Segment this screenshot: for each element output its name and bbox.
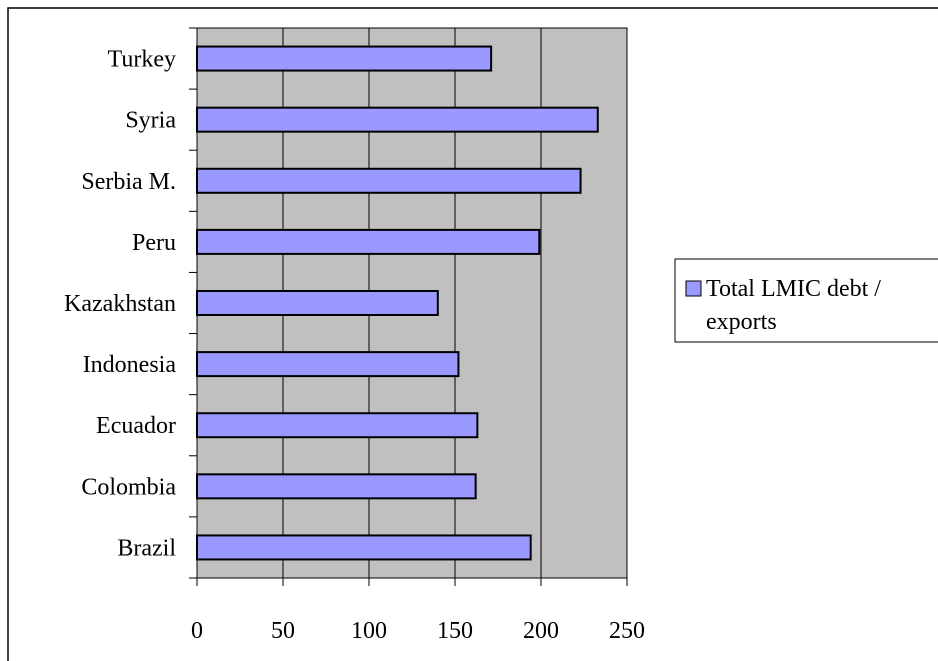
x-tick-label: 100	[351, 618, 387, 644]
category-label: Colombia	[81, 474, 176, 500]
bar-turkey	[196, 45, 493, 72]
x-tick-label: 200	[523, 618, 559, 644]
category-label: Syria	[125, 108, 176, 134]
bar-syria	[196, 106, 599, 133]
bar-kazakhstan	[196, 290, 439, 316]
x-tick-label: 0	[191, 618, 203, 644]
bar-indonesia	[196, 351, 460, 378]
axes	[189, 27, 628, 586]
bar-serbia-m	[196, 167, 582, 194]
x-tick-labels: 0 50 100 150 200 250	[191, 618, 645, 644]
category-label: Serbia M.	[81, 169, 176, 195]
legend: Total LMIC debt / exports	[674, 258, 938, 343]
category-labels: Turkey Syria Serbia M. Peru Kazakhstan Indone…	[64, 47, 176, 562]
category-label: Kazakhstan	[64, 291, 176, 317]
bar-peru	[196, 228, 541, 255]
category-label: Indonesia	[83, 352, 177, 378]
bars	[196, 45, 599, 561]
legend-box	[674, 258, 938, 343]
bar-ecuador	[196, 412, 479, 439]
bar-colombia	[196, 473, 477, 500]
x-tick-label: 150	[437, 618, 473, 644]
category-label: Peru	[132, 230, 176, 256]
x-tick-label: 50	[271, 618, 295, 644]
category-label: Brazil	[117, 535, 176, 561]
legend-label-line1: Total LMIC debt /	[706, 276, 881, 302]
category-label: Ecuador	[96, 413, 176, 439]
bar-brazil	[196, 534, 532, 561]
x-tick-label: 250	[609, 618, 645, 644]
legend-label-line2: exports	[706, 309, 777, 335]
category-label: Turkey	[108, 47, 176, 73]
legend-swatch	[685, 280, 702, 297]
